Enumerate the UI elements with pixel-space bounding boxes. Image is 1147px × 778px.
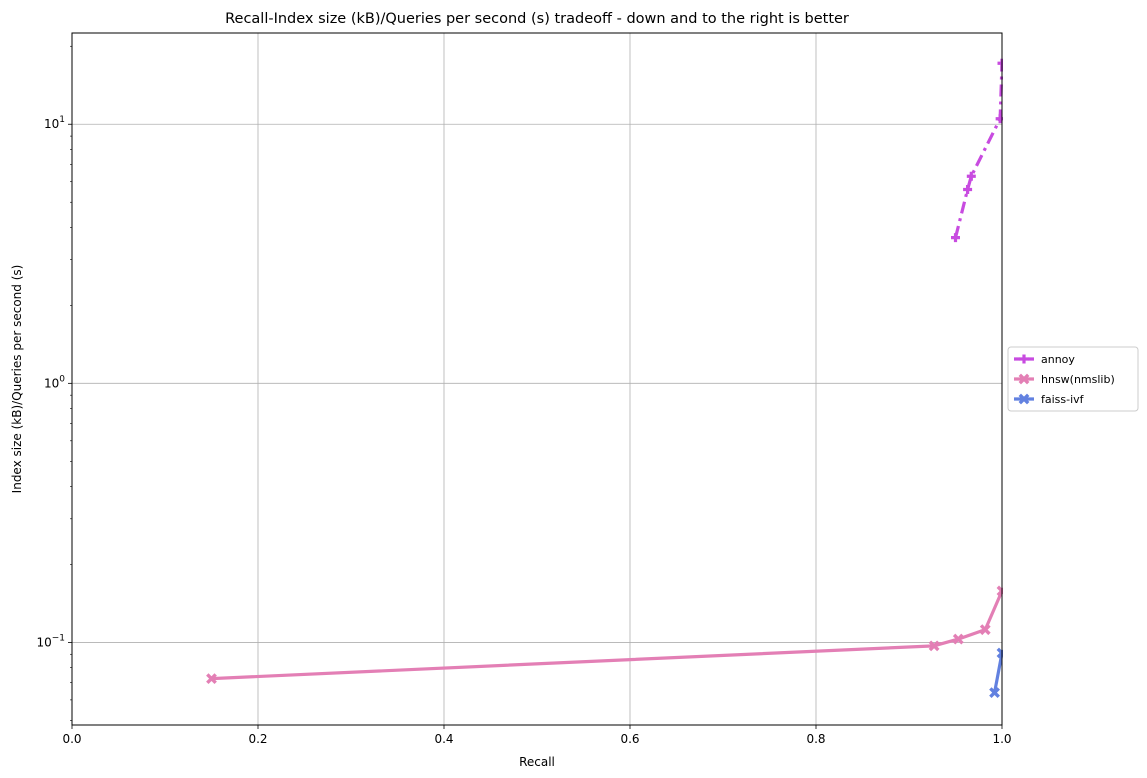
data-point-hnsw-nmslib: [952, 633, 964, 645]
x-tick-label: 0.8: [806, 732, 825, 746]
legend-label-hnsw-nmslib: hnsw(nmslib): [1041, 373, 1115, 386]
x-axis: 0.0 0.2 0.4 0.6 0.8 1.0: [62, 725, 1012, 746]
y-axis-title: Index size (kB)/Queries per second (s): [10, 265, 24, 494]
y-tick-label: 10−1: [36, 633, 65, 649]
x-tick-label: 0.6: [620, 732, 639, 746]
data-point-annoy: [995, 114, 1003, 124]
legend-label-annoy: annoy: [1041, 353, 1075, 366]
data-point-annoy: [963, 184, 973, 194]
series-line-annoy: [953, 63, 1003, 239]
legend-box: [1007, 346, 1139, 412]
legend-label-faiss-ivf: faiss-ivf: [1041, 393, 1085, 406]
data-point-hnsw-nmslib: [979, 624, 991, 636]
x-tick-label: 0.4: [434, 732, 453, 746]
data-point-annoy: [951, 233, 960, 243]
x-tick-label: 1.0: [992, 732, 1011, 746]
legend-marker-faiss-ivf: [1018, 393, 1030, 405]
plot-background: [72, 33, 1002, 725]
x-tick-label: 0.0: [62, 732, 81, 746]
plot-frame: [71, 32, 1003, 726]
series-layer: [206, 58, 1003, 699]
y-axis: 10−1 100 101: [36, 45, 72, 721]
data-point-annoy: [966, 171, 976, 181]
legend-marker-hnsw-nmslib: [1018, 373, 1030, 385]
y-tick-label: 100: [44, 374, 65, 390]
data-point-hnsw-nmslib: [928, 640, 940, 652]
data-point-faiss-ivf: [989, 687, 1000, 699]
legend-marker-annoy: [1019, 354, 1029, 364]
series-line-faiss-ivf: [992, 652, 1003, 693]
data-point-hnsw-nmslib: [206, 673, 217, 685]
legend: annoy hnsw(nmslib) faiss-ivf: [1007, 346, 1139, 412]
chart-title: Recall-Index size (kB)/Queries per secon…: [225, 11, 849, 27]
y-tick-label: 101: [44, 115, 65, 131]
x-axis-title: Recall: [519, 755, 555, 769]
x-tick-label: 0.2: [248, 732, 267, 746]
